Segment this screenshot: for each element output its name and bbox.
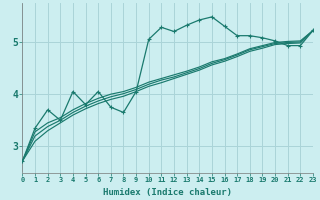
X-axis label: Humidex (Indice chaleur): Humidex (Indice chaleur) <box>103 188 232 197</box>
